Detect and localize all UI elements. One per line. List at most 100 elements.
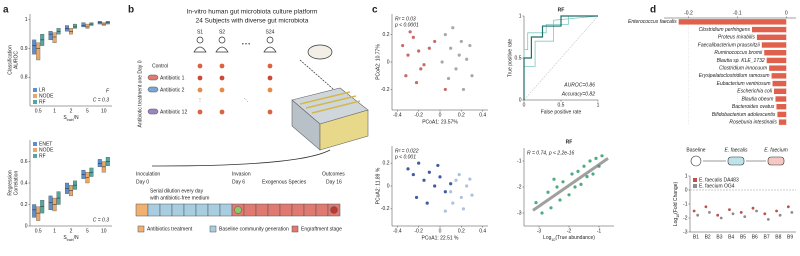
point: [775, 209, 778, 213]
point: [708, 211, 711, 214]
x-tick-label: 0.2: [458, 112, 465, 118]
y-tick-label: -2: [683, 215, 688, 221]
point: [457, 53, 461, 57]
y-tick-label: 1: [685, 173, 688, 179]
y-axis-label: True positive rate: [507, 39, 513, 78]
box: [36, 42, 41, 61]
point: [433, 184, 437, 188]
y-tick-label: 0.2: [383, 160, 390, 166]
point: [719, 216, 723, 220]
point: [465, 57, 469, 61]
y-axis-label-part: (Fold Change): [673, 182, 679, 214]
x-tick-label: B5: [740, 234, 746, 240]
point: [470, 193, 474, 197]
x-tick-label: -1: [597, 228, 602, 234]
bar-label: Proteus mirabilis: [718, 35, 755, 41]
x-tick-label: 2: [70, 108, 73, 114]
point: [567, 193, 571, 197]
annotation: Accuracy=0.82: [561, 91, 595, 97]
condition: Antibiotic 2: [160, 87, 185, 93]
point: [443, 209, 447, 213]
point: [446, 76, 451, 81]
note: Serial dilution every day: [150, 188, 204, 194]
fit-line: [532, 157, 609, 212]
annotation: C = 0.3: [93, 97, 109, 103]
day: Day 16: [326, 179, 342, 185]
schematic-label: E. faecium: [764, 147, 788, 153]
bar: [772, 80, 787, 87]
point: [591, 172, 595, 176]
x-tick-label: B7: [763, 234, 769, 240]
x-axis-label-part: S: [63, 115, 67, 121]
point: [408, 30, 412, 34]
timeline: [135, 203, 341, 233]
bar: [761, 42, 787, 48]
side-label: Antibiotic treatment one Day 0: [137, 60, 143, 127]
y-tick-label: 0.5: [515, 55, 522, 61]
point: [468, 43, 472, 48]
subject: S1: [197, 29, 203, 35]
point: [588, 159, 592, 163]
exogenous: Exogenous Species: [262, 179, 307, 185]
x-tick-label: 0: [439, 228, 442, 234]
bar: [678, 19, 787, 25]
box: [32, 204, 37, 218]
box: [36, 206, 41, 221]
title: In-vitro human gut microbiota culture pl…: [187, 9, 318, 16]
chart: -0.2 0 0.2 -0.4 -0.2 0 0.2 0.4 PCoA2: 10.77% PCoA…: [375, 14, 488, 125]
point: [414, 195, 419, 200]
point: [406, 53, 410, 57]
x-tick-label: 0.4: [479, 228, 486, 234]
point: [422, 178, 426, 182]
point: [751, 206, 755, 210]
x-tick-label: 0: [785, 10, 788, 16]
x-tick-label: -3: [537, 228, 542, 234]
panel-label: d: [650, 5, 656, 16]
x-axis-label-part: S: [63, 235, 67, 241]
point: [404, 74, 408, 78]
subject: S2: [219, 29, 225, 35]
note: with antibiotic-free medium: [150, 195, 209, 201]
y-tick-label: -2: [517, 184, 522, 190]
bar: [752, 26, 787, 33]
chart: -3 -2 -1 -3 -2 -1 RF R = 0.74, p < 2.2e-16: [517, 139, 614, 234]
box: [48, 31, 53, 41]
axis-frame: [391, 14, 488, 111]
x-tick-label: B6: [752, 234, 758, 240]
panel-label: c: [372, 5, 378, 16]
legend-label: LR: [39, 87, 46, 93]
legend-swatch: [33, 154, 37, 158]
x-tick-label: 0: [439, 112, 442, 118]
box: [85, 23, 90, 29]
y-tick-label: 0.6: [21, 159, 28, 165]
point: [692, 209, 696, 213]
point: [449, 46, 453, 50]
arrow: [152, 149, 331, 167]
x-tick-label: 10: [101, 108, 107, 114]
axis-frame: [29, 14, 112, 107]
point: [461, 87, 466, 92]
point: [728, 208, 731, 212]
x-tick-label: 1: [597, 102, 600, 108]
bar-label: Eubacterium ventriosum: [717, 81, 771, 87]
x-tick-label: 0.5: [558, 102, 565, 108]
box: [97, 159, 102, 168]
point: [443, 32, 447, 37]
x-tick-label: -0.4: [393, 228, 402, 234]
bar-label: Bifidobacterium adolescentis: [712, 112, 776, 118]
bar-label: Faecalibacterium prausnitzii: [698, 42, 761, 48]
y-tick-label: 0.2: [383, 32, 390, 38]
point: [558, 198, 562, 202]
box: [52, 32, 57, 43]
ellipsis: ⋱: [244, 97, 249, 103]
y-tick-label: -0.2: [381, 87, 390, 93]
point: [411, 172, 415, 177]
point: [401, 43, 405, 48]
y-tick-label: -0.2: [381, 206, 390, 212]
point: [411, 35, 415, 39]
culture-plate: [291, 87, 369, 151]
event: Inoculation: [136, 171, 160, 177]
x-tick-label: B4: [728, 234, 734, 240]
box: [48, 195, 53, 211]
x-tick-label: 0.2: [458, 228, 465, 234]
